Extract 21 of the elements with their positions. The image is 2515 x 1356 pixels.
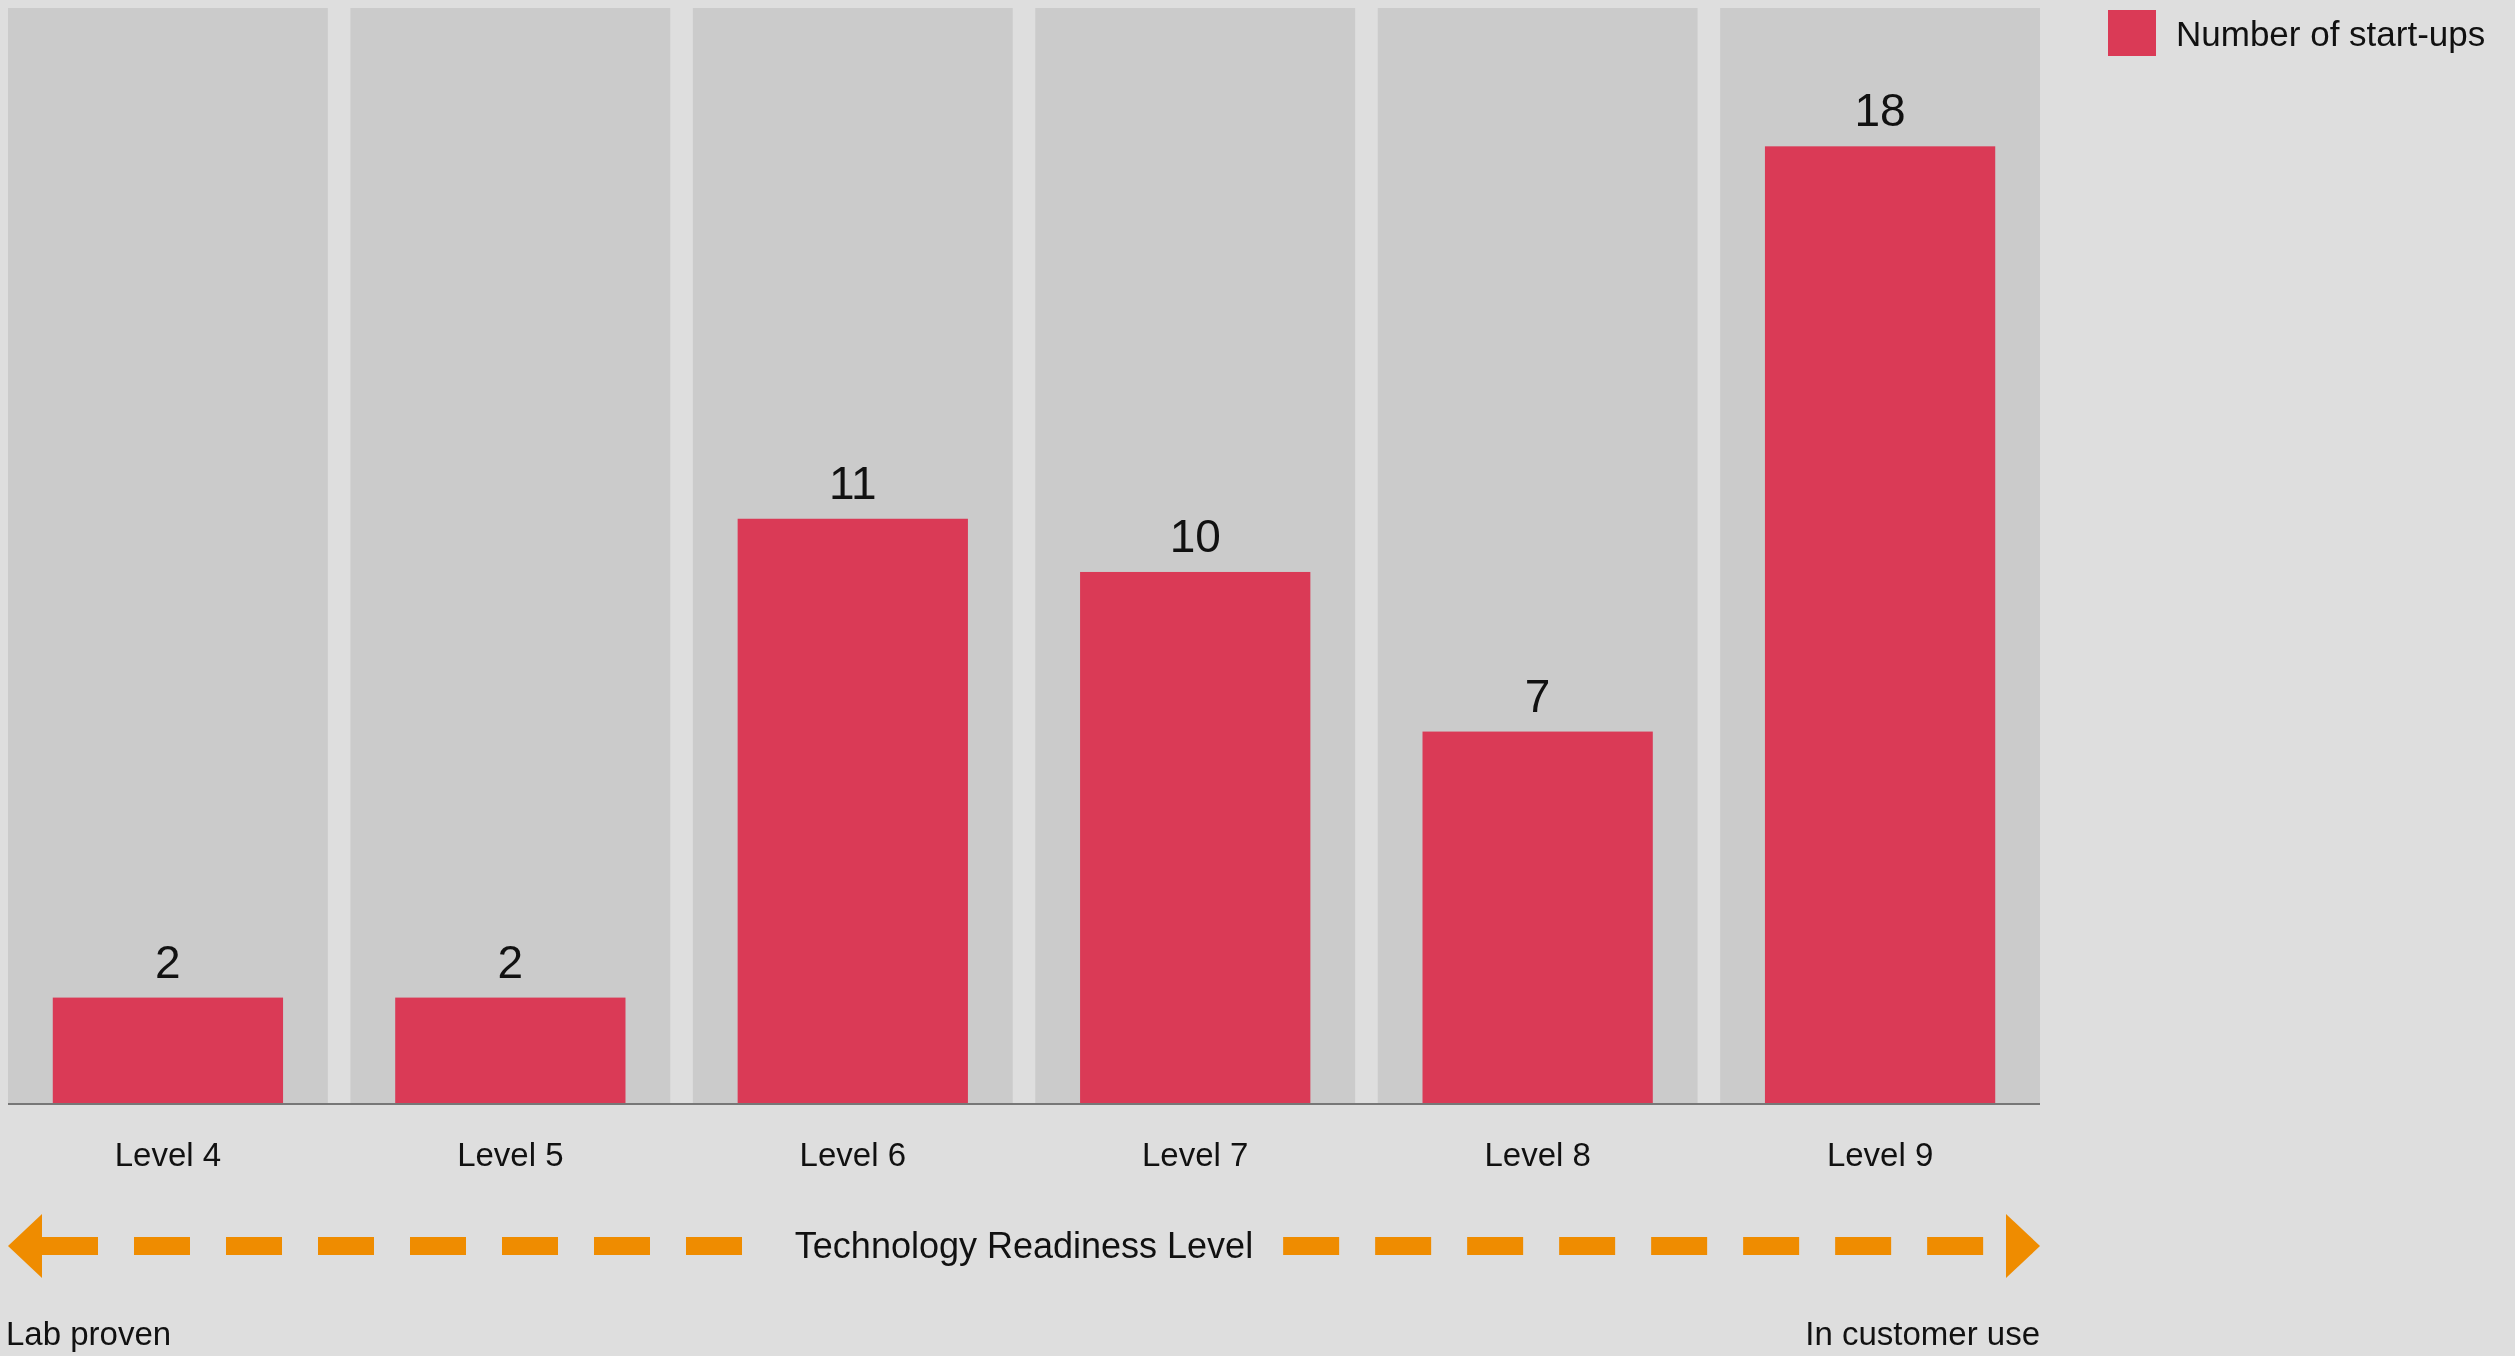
data-label: 2: [497, 935, 524, 988]
data-label: 10: [1169, 509, 1221, 562]
data-label: 11: [828, 456, 877, 509]
data-label: 18: [1854, 84, 1906, 137]
x-tick-label: Level 5: [457, 1136, 564, 1173]
x-tick-label: Level 8: [1484, 1136, 1591, 1173]
bar: [1080, 571, 1311, 1104]
bar: [1422, 731, 1653, 1104]
x-tick-label: Level 9: [1826, 1136, 1934, 1173]
data-label: 2: [155, 935, 181, 988]
x-tick-label: Level 4: [114, 1136, 222, 1173]
x-tick-label: Level 7: [1142, 1136, 1249, 1173]
text: Lab proven: [6, 1315, 172, 1352]
bar: [737, 518, 968, 1104]
data-label: 7: [1524, 669, 1551, 722]
x-axis-title: Technology Readiness Level: [794, 1225, 1254, 1266]
x-tick-label: Level 6: [799, 1136, 906, 1173]
text: In customer use: [1805, 1315, 2040, 1352]
bar: [52, 997, 284, 1104]
bar: [395, 997, 626, 1104]
legend-label: Number of start-ups: [2176, 14, 2486, 53]
